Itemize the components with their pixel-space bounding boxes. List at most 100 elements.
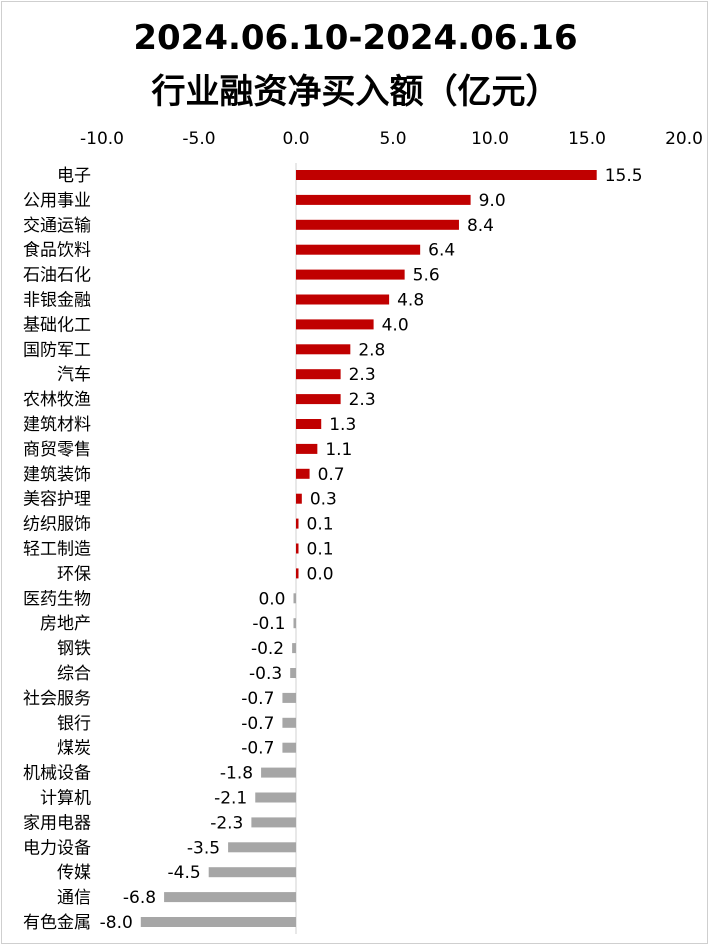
x-tick-label: -5.0 [182,129,215,149]
bar [251,817,296,828]
data-label: -2.1 [214,789,247,809]
bar [296,244,421,255]
bar [208,867,296,878]
bar [296,419,322,429]
bar [293,618,296,629]
category-label: 煤炭 [57,739,91,759]
data-label: 1.1 [325,440,352,460]
bar [296,443,318,454]
data-label: 0.1 [307,540,334,560]
data-label: 2.3 [349,390,376,410]
chart-title-line1: 2024.06.10-2024.06.16 [133,18,578,58]
bar [255,792,296,803]
bar [282,742,296,753]
category-label: 公用事业 [23,191,91,211]
category-label: 房地产 [40,614,91,634]
bar [296,369,341,380]
category-label: 钢铁 [57,639,91,659]
category-label: 食品饮料 [23,241,91,261]
x-tick-label: 5.0 [379,129,406,149]
category-label: 国防军工 [23,340,91,360]
category-label: 通信 [57,888,91,908]
data-label: -0.7 [241,689,274,709]
category-label: 计算机 [40,789,91,809]
category-label: 建筑材料 [23,415,91,435]
bar [296,344,351,355]
chart-title-line2: 行业融资净买入额（亿元） [151,72,560,112]
data-label: 8.4 [467,216,494,236]
x-tick-label: 0.0 [282,129,309,149]
data-label: 2.3 [349,365,376,385]
category-label: 美容护理 [23,490,91,510]
data-label: -0.7 [241,739,274,759]
data-label: -0.2 [251,639,284,659]
bar [296,518,299,529]
bar [261,767,296,778]
data-label: 2.8 [358,340,385,360]
data-label: 1.3 [329,415,356,435]
data-label: 9.0 [479,191,506,211]
category-label: 机械设备 [23,764,91,784]
data-label: -3.5 [187,838,220,858]
bar [296,294,390,305]
category-label: 医药生物 [23,589,91,609]
x-tick-label: -10.0 [80,129,124,149]
data-label: 0.0 [258,589,285,609]
bar [296,394,341,405]
data-label: -0.1 [252,614,285,634]
data-label: 0.0 [307,564,334,584]
bar [296,468,310,479]
data-label: -8.0 [100,913,133,933]
x-tick-label: 10.0 [471,129,509,149]
bar [296,493,302,504]
bar [290,668,296,678]
category-label: 建筑装饰 [23,465,91,485]
bar [292,643,296,654]
data-label: -6.8 [123,888,156,908]
category-label: 社会服务 [23,689,91,709]
data-label: -1.8 [220,764,253,784]
data-label: -0.7 [241,714,274,734]
category-label: 电力设备 [23,838,91,858]
bar [282,692,296,703]
category-label: 纺织服饰 [23,515,91,535]
category-label: 交通运输 [23,216,91,236]
category-label: 石油石化 [23,266,91,286]
category-label: 农林牧渔 [23,390,91,410]
bar [296,219,459,230]
bar [296,269,405,280]
data-label: 6.4 [428,241,455,261]
category-label: 基础化工 [23,315,91,335]
bar [296,170,597,180]
category-label: 有色金属 [23,913,91,933]
x-tick-label: 20.0 [665,129,703,149]
bar [296,568,299,579]
data-label: 0.7 [318,465,345,485]
x-tick-label: 15.0 [568,129,606,149]
data-label: 5.6 [413,266,440,286]
bar [296,319,374,330]
category-label: 银行 [57,714,91,734]
category-label: 环保 [57,564,91,584]
data-label: -2.3 [210,813,243,833]
data-label: 0.1 [307,515,334,535]
bar [293,593,296,604]
category-label: 综合 [57,664,91,684]
data-label: 4.8 [397,291,424,311]
data-label: -0.3 [249,664,282,684]
data-label: 15.5 [605,166,643,186]
bar [140,917,296,927]
category-label: 传媒 [57,863,91,883]
category-label: 汽车 [57,365,91,385]
category-label: 轻工制造 [23,540,91,560]
category-label: 商贸零售 [23,440,91,460]
category-label: 家用电器 [23,813,91,833]
bar [282,717,296,728]
bar [296,194,471,205]
bar [296,543,299,554]
data-label: 4.0 [382,315,409,335]
bar [228,842,296,853]
bar [164,892,296,903]
